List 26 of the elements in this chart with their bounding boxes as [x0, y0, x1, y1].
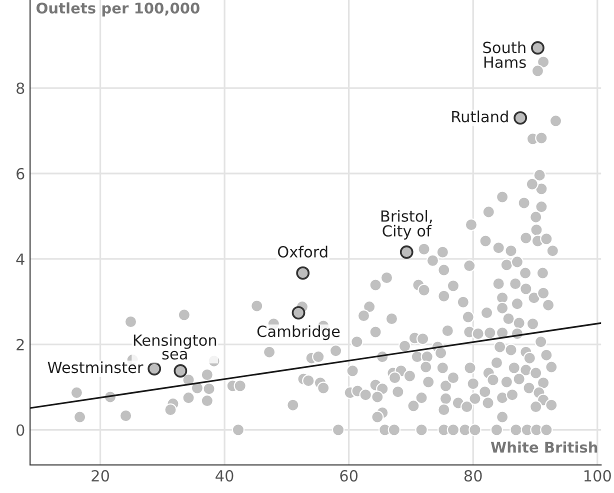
annotation: Oxford — [278, 246, 328, 258]
annotation: Cambridge — [257, 325, 340, 340]
point — [531, 41, 544, 55]
point — [400, 245, 414, 259]
x-tick-label: 60 — [340, 470, 358, 482]
x-tick-label: 80 — [464, 470, 482, 482]
x-axis-title: White British — [490, 441, 598, 453]
y-axis-title: Outlets per 100,000 — [36, 2, 200, 16]
point — [296, 266, 310, 280]
point — [148, 362, 162, 376]
annotation: Rutland — [452, 110, 508, 122]
x-tick-label: 40 — [216, 470, 234, 482]
y-tick-label: 6 — [16, 168, 24, 180]
y-tick-label: 8 — [16, 82, 24, 94]
annotation: Kensington sea — [134, 334, 216, 360]
annotation: South Hams — [483, 41, 526, 68]
y-tick-label: 2 — [16, 338, 24, 350]
x-tick-label: 100 — [584, 470, 611, 482]
point — [174, 364, 188, 378]
point — [514, 111, 528, 125]
x-tick-label: 20 — [92, 470, 110, 482]
y-tick-label: 0 — [16, 424, 24, 436]
point — [292, 306, 306, 320]
y-tick-label: 4 — [16, 254, 24, 265]
annotation: Westminster — [48, 361, 144, 374]
annotation: Bristol, City of — [381, 210, 432, 240]
